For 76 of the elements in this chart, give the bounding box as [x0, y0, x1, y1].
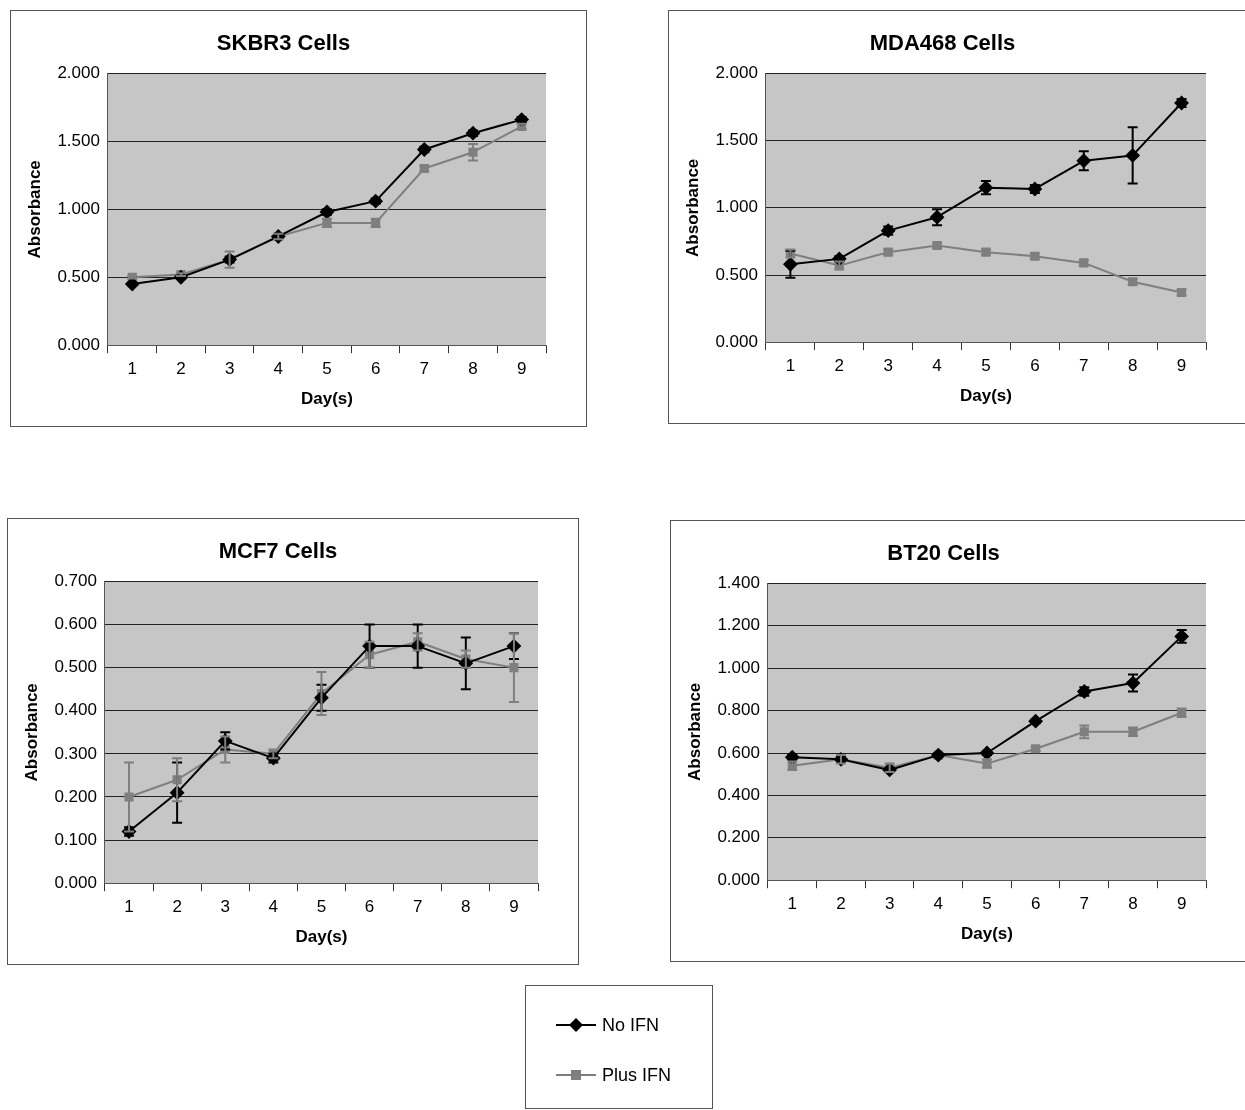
- y-axis-title: Absorbance: [682, 158, 702, 257]
- x-tick-label: 1: [785, 356, 796, 376]
- y-tick-label: 0.200: [717, 827, 760, 847]
- x-tick-label: 9: [1176, 356, 1187, 376]
- y-tick-label: 1.500: [715, 130, 758, 150]
- x-tick-label: 7: [419, 359, 430, 379]
- y-tick-label: 0.000: [715, 331, 758, 351]
- x-tick-label: 6: [1030, 894, 1041, 914]
- x-tick-label: 7: [1079, 356, 1089, 376]
- y-tick-label: 0.500: [54, 657, 97, 677]
- x-tick-label: 7: [1079, 894, 1090, 914]
- x-tick-label: 3: [883, 356, 893, 376]
- x-tick-label: 4: [933, 894, 944, 914]
- x-axis-title: Day(s): [959, 386, 1012, 406]
- y-tick-label: 1.000: [715, 197, 758, 217]
- x-tick-label: 8: [1127, 356, 1138, 376]
- x-tick-label: 6: [1030, 356, 1040, 376]
- x-tick-label: 8: [1128, 894, 1138, 914]
- y-tick-label: 0.800: [717, 700, 760, 720]
- x-tick-label: 7: [412, 897, 423, 917]
- y-tick-label: 2.000: [57, 63, 100, 83]
- y-tick-label: 0.500: [715, 264, 758, 284]
- y-tick-label: 0.300: [54, 743, 97, 763]
- x-tick-label: 3: [224, 359, 235, 379]
- x-tick-label: 4: [932, 356, 942, 376]
- x-tick-label: 8: [461, 897, 471, 917]
- chart-title: MDA468 Cells: [869, 30, 1016, 56]
- y-tick-label: 1.500: [57, 131, 100, 151]
- y-tick-label: 0.400: [717, 785, 760, 805]
- y-tick-label: 0.000: [57, 334, 100, 354]
- chart-title: MCF7 Cells: [218, 538, 338, 564]
- y-tick-label: 1.000: [717, 657, 760, 677]
- x-tick-label: 2: [836, 894, 846, 914]
- x-tick-label: 2: [176, 359, 186, 379]
- y-tick-label: 0.600: [717, 742, 760, 762]
- x-tick-label: 9: [516, 359, 527, 379]
- y-tick-label: 0.100: [54, 829, 97, 849]
- x-tick-label: 5: [982, 894, 992, 914]
- x-tick-label: 9: [1176, 894, 1187, 914]
- y-axis-title: Absorbance: [24, 160, 44, 259]
- x-axis-title: Day(s): [300, 389, 353, 409]
- x-tick-label: 3: [884, 894, 895, 914]
- x-tick-label: 9: [509, 897, 519, 917]
- x-tick-label: 1: [787, 894, 798, 914]
- y-tick-label: 1.200: [717, 615, 760, 635]
- x-axis-title: Day(s): [295, 927, 348, 947]
- y-axis-title: Absorbance: [684, 682, 704, 781]
- y-tick-label: 0.200: [54, 786, 97, 806]
- chart-title: BT20 Cells: [887, 540, 1000, 566]
- legend-label: No IFN: [602, 1014, 660, 1036]
- legend-label: Plus IFN: [602, 1064, 672, 1086]
- x-tick-label: 6: [364, 897, 375, 917]
- y-axis-title: Absorbance: [21, 683, 41, 782]
- y-tick-label: 0.500: [57, 266, 100, 286]
- x-tick-label: 4: [268, 897, 279, 917]
- y-tick-label: 0.000: [717, 869, 760, 889]
- y-tick-label: 0.400: [54, 700, 97, 720]
- x-tick-label: 8: [468, 359, 478, 379]
- chart-title: SKBR3 Cells: [216, 30, 351, 56]
- x-tick-label: 2: [172, 897, 182, 917]
- y-tick-label: 1.400: [717, 573, 760, 593]
- x-axis-title: Day(s): [960, 924, 1013, 944]
- y-tick-label: 1.000: [57, 198, 100, 218]
- y-tick-label: 2.000: [715, 63, 758, 83]
- y-tick-label: 0.000: [54, 872, 97, 892]
- x-tick-label: 4: [273, 359, 284, 379]
- y-tick-label: 0.600: [54, 614, 97, 634]
- y-tick-label: 0.700: [54, 571, 97, 591]
- x-tick-label: 3: [220, 897, 230, 917]
- x-tick-label: 5: [322, 359, 332, 379]
- x-tick-label: 1: [127, 359, 138, 379]
- x-tick-label: 6: [370, 359, 381, 379]
- x-tick-label: 5: [981, 356, 991, 376]
- x-tick-label: 1: [124, 897, 134, 917]
- x-tick-label: 5: [316, 897, 327, 917]
- x-tick-label: 2: [834, 356, 845, 376]
